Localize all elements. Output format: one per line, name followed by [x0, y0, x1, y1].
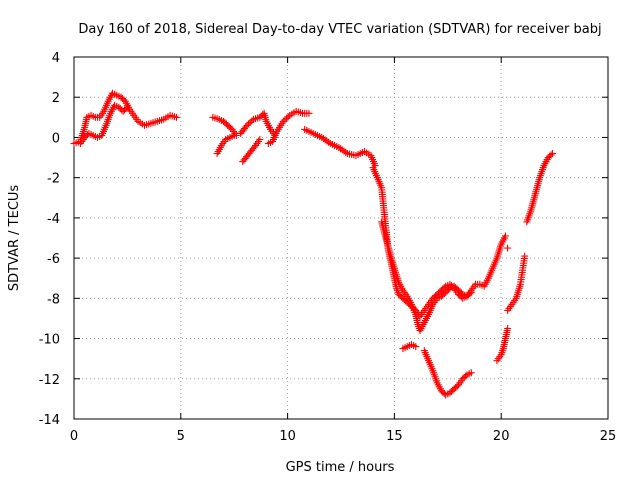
y-tick-label: 0 — [52, 131, 60, 146]
data-point — [122, 105, 130, 113]
data-point — [521, 252, 529, 260]
data-point — [283, 114, 291, 122]
data-point — [305, 109, 313, 117]
data-point — [250, 143, 258, 151]
data-point — [445, 286, 453, 294]
data-point — [248, 117, 256, 125]
y-tick-label: -6 — [47, 252, 60, 267]
y-tick-label: -12 — [39, 373, 60, 388]
data-point — [547, 151, 555, 159]
data-point — [342, 148, 350, 156]
y-tick-label: -8 — [47, 292, 60, 307]
data-point — [412, 343, 420, 351]
data-point — [281, 116, 289, 124]
x-tick-label: 20 — [493, 429, 510, 444]
x-tick-label: 25 — [600, 429, 617, 444]
axis-ticks — [73, 56, 609, 420]
data-point — [466, 290, 474, 298]
y-tick-label: -14 — [39, 413, 60, 428]
data-point — [173, 113, 181, 121]
data-point — [467, 288, 475, 296]
x-tick-label: 5 — [177, 429, 185, 444]
data-point — [279, 117, 287, 125]
y-tick-label: 2 — [52, 91, 60, 106]
data-point — [230, 131, 238, 139]
y-tick-label: -10 — [39, 333, 60, 348]
y-tick-label: -2 — [47, 172, 60, 187]
x-axis-label: GPS time / hours — [286, 460, 395, 475]
x-tick-label: 10 — [279, 429, 296, 444]
data-point — [504, 325, 512, 332]
data-point — [284, 113, 292, 121]
data-points — [70, 89, 556, 399]
data-point — [457, 289, 465, 297]
y-tick-label: 4 — [52, 51, 60, 66]
grid-lines — [74, 57, 608, 419]
data-point — [256, 135, 264, 143]
data-point — [548, 150, 556, 158]
data-point — [245, 120, 253, 128]
data-point — [243, 121, 251, 129]
data-point — [246, 118, 254, 126]
plot-frame — [73, 56, 609, 420]
y-tick-label: -4 — [47, 212, 60, 227]
data-point — [504, 244, 512, 252]
x-tick-label: 15 — [386, 429, 403, 444]
data-point — [501, 232, 509, 240]
data-point — [467, 369, 475, 377]
x-tick-label: 0 — [70, 429, 78, 444]
data-point — [462, 372, 470, 380]
data-point — [325, 138, 333, 146]
chart-title: Day 160 of 2018, Sidereal Day-to-day VTE… — [78, 22, 601, 37]
data-point — [123, 103, 131, 111]
y-axis-label: SDTVAR / TECUs — [7, 185, 22, 292]
data-point — [242, 123, 250, 131]
